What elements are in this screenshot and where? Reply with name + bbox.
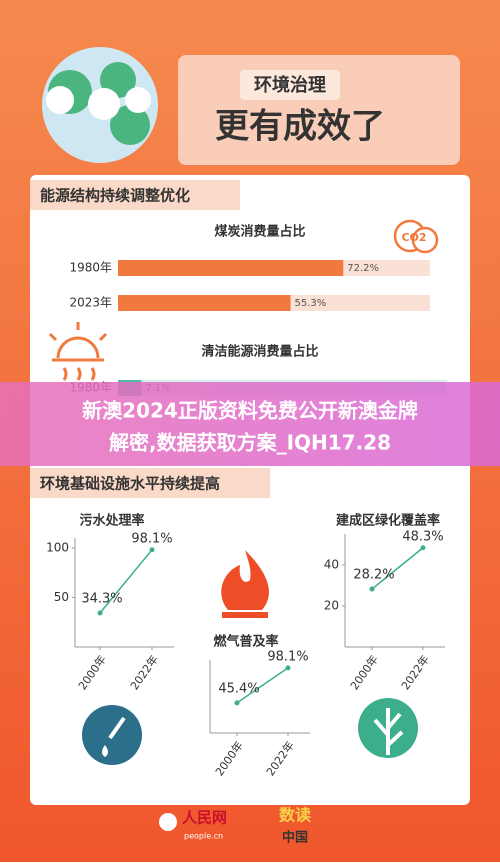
header-tag: [240, 70, 340, 100]
logo-mark: [159, 813, 177, 831]
header-line2: 更有成效了: [215, 107, 385, 147]
data-label: 72.2%: [347, 263, 379, 274]
chart-title: 煤炭消费量占比: [214, 224, 305, 240]
section-header: [30, 180, 240, 210]
logo2-top: 数读: [279, 806, 311, 825]
bar: [118, 295, 291, 311]
tree-icon: [358, 698, 418, 758]
y-tick-label: 100: [46, 540, 69, 554]
co2-label: CO2: [401, 231, 426, 244]
y-tick-label: 2023年: [69, 296, 112, 310]
point: [420, 545, 426, 551]
data-label: 48.3%: [402, 529, 443, 544]
chart-title: 污水处理率: [79, 513, 144, 529]
point: [285, 665, 291, 671]
logo-sub: people.cn: [184, 832, 223, 841]
y-tick-label: 50: [54, 590, 69, 604]
logo2-bottom: 中国: [282, 830, 308, 846]
data-label: 45.4%: [218, 681, 259, 696]
data-label: 55.3%: [295, 298, 327, 309]
line: [236, 667, 289, 704]
header-line1: 环境治理: [254, 74, 326, 96]
y-tick-label: 20: [324, 598, 339, 612]
chart-title: 燃气普及率: [213, 634, 278, 650]
y-tick-label: 1980年: [69, 261, 112, 275]
data-label: 28.2%: [353, 568, 394, 583]
sun-icon: [48, 322, 108, 381]
banner: [0, 382, 500, 466]
line: [371, 547, 424, 590]
data-label: 34.3%: [81, 592, 122, 607]
section-title: 环境基础设施水平持续提高: [40, 475, 220, 493]
earth-icon: [42, 47, 158, 163]
water-icon: [82, 705, 142, 765]
point: [149, 547, 155, 553]
bar: [118, 260, 344, 276]
logo-text: 人民网: [182, 809, 227, 827]
y-tick-label: 40: [324, 557, 339, 571]
point: [97, 610, 103, 616]
data-label: 98.1%: [267, 649, 308, 664]
line: [99, 549, 153, 614]
banner-line: 解密,数据获取方案_IQH17.28: [109, 431, 391, 455]
co2-icon: CO2: [393, 219, 439, 254]
banner-line: 新澳2024正版资料免费公开新澳金牌: [82, 399, 418, 423]
chart-title: 建成区绿化覆盖率: [336, 513, 440, 529]
fire-icon: [221, 550, 269, 618]
section-title: 能源结构持续调整优化: [40, 187, 190, 205]
point: [234, 700, 240, 706]
chart-title: 清洁能源消费量占比: [201, 344, 318, 360]
data-label: 98.1%: [131, 531, 172, 546]
section-header: [30, 468, 270, 498]
point: [369, 586, 375, 592]
